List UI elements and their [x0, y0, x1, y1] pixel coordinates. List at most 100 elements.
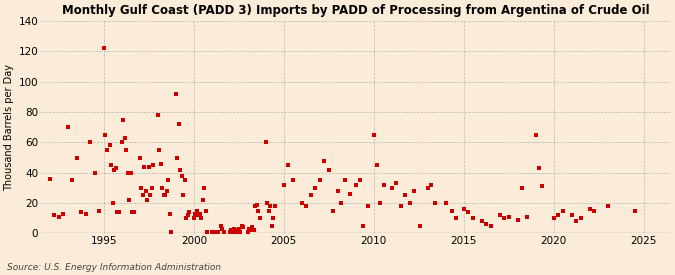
Point — [585, 207, 595, 211]
Point — [430, 201, 441, 205]
Point — [163, 178, 173, 182]
Point — [602, 204, 613, 208]
Point — [219, 230, 230, 234]
Point — [235, 230, 246, 234]
Point — [247, 225, 258, 229]
Point — [267, 224, 277, 228]
Point — [344, 192, 355, 196]
Point — [165, 211, 176, 216]
Point — [99, 46, 109, 51]
Point — [315, 178, 325, 182]
Y-axis label: Thousand Barrels per Day: Thousand Barrels per Day — [4, 64, 14, 191]
Point — [481, 222, 492, 226]
Point — [155, 161, 166, 166]
Point — [533, 166, 544, 170]
Point — [328, 208, 339, 213]
Point — [319, 158, 330, 163]
Point — [409, 189, 420, 193]
Point — [558, 208, 568, 213]
Point — [184, 210, 195, 214]
Point — [262, 201, 273, 205]
Point — [323, 167, 334, 172]
Point — [106, 163, 117, 167]
Point — [145, 193, 156, 198]
Point — [118, 117, 129, 122]
Point — [117, 140, 128, 145]
Point — [193, 213, 204, 217]
Point — [254, 216, 265, 220]
Point — [215, 224, 226, 228]
Point — [288, 178, 298, 182]
Point — [234, 227, 244, 231]
Point — [226, 228, 237, 232]
Point — [126, 170, 136, 175]
Point — [144, 164, 155, 169]
Point — [358, 224, 369, 228]
Point — [553, 213, 564, 217]
Point — [566, 213, 577, 217]
Point — [140, 189, 151, 193]
Point — [138, 193, 148, 198]
Point — [199, 186, 210, 190]
Point — [134, 155, 145, 160]
Point — [379, 183, 389, 187]
Point — [178, 193, 189, 198]
Point — [192, 208, 202, 213]
Text: Source: U.S. Energy Information Administration: Source: U.S. Energy Information Administ… — [7, 263, 221, 272]
Point — [250, 204, 261, 208]
Point — [166, 230, 177, 234]
Point — [213, 230, 223, 234]
Point — [63, 125, 74, 130]
Point — [49, 213, 60, 217]
Point — [253, 208, 264, 213]
Point — [279, 183, 290, 187]
Point — [252, 202, 263, 207]
Point — [100, 133, 111, 137]
Point — [202, 230, 213, 234]
Point — [67, 178, 78, 182]
Point — [209, 230, 220, 234]
Point — [122, 170, 133, 175]
Point — [629, 208, 640, 213]
Point — [85, 140, 96, 145]
Point — [188, 216, 199, 220]
Point — [148, 163, 159, 167]
Point — [375, 201, 385, 205]
Point — [246, 228, 256, 232]
Point — [194, 211, 205, 216]
Point — [499, 216, 510, 220]
Point — [142, 198, 153, 202]
Point — [80, 211, 91, 216]
Point — [571, 219, 582, 223]
Point — [404, 201, 415, 205]
Point — [172, 155, 183, 160]
Point — [306, 193, 317, 198]
Point — [589, 208, 599, 213]
Point — [119, 136, 130, 140]
Point — [190, 211, 200, 216]
Point — [446, 208, 457, 213]
Point — [200, 208, 211, 213]
Point — [423, 186, 433, 190]
Point — [139, 164, 150, 169]
Point — [236, 224, 247, 228]
Point — [112, 210, 123, 214]
Point — [463, 210, 474, 214]
Point — [340, 178, 351, 182]
Point — [159, 193, 169, 198]
Point — [105, 143, 115, 148]
Point — [415, 224, 426, 228]
Point — [512, 218, 523, 222]
Point — [101, 148, 112, 152]
Point — [72, 155, 82, 160]
Point — [371, 163, 382, 167]
Point — [146, 186, 157, 190]
Point — [181, 216, 192, 220]
Point — [549, 216, 560, 220]
Point — [225, 230, 236, 234]
Point — [468, 216, 479, 220]
Point — [391, 181, 402, 186]
Point — [296, 201, 307, 205]
Point — [136, 186, 146, 190]
Point — [94, 208, 105, 213]
